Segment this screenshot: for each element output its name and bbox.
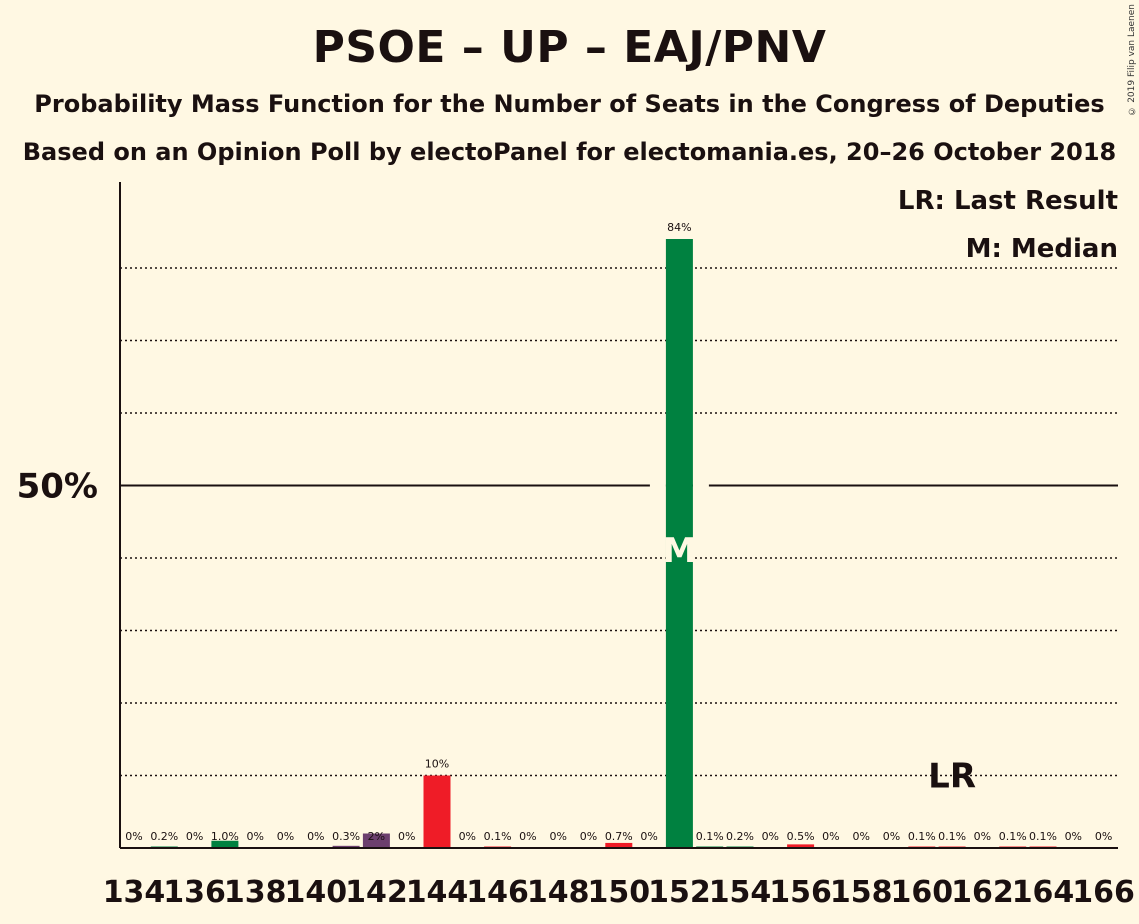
legend-median: M: Median <box>966 234 1118 264</box>
bar-value-label: 0.3% <box>332 830 360 843</box>
x-tick-label: 138 <box>224 875 287 910</box>
x-tick-label: 144 <box>406 875 469 910</box>
bar-142 <box>362 833 390 848</box>
bar-value-label: 0.5% <box>787 830 815 843</box>
majority-line-gap-right <box>692 482 709 489</box>
bar-value-label: 0% <box>974 830 991 843</box>
x-tick-label: 160 <box>890 875 953 910</box>
x-tick-label: 158 <box>830 875 893 910</box>
bar-value-label: 0% <box>580 830 597 843</box>
bar-value-label: 0% <box>1095 830 1112 843</box>
majority-line-gap-left <box>649 482 666 489</box>
bar-value-label: 0% <box>762 830 779 843</box>
bar-value-label: 2% <box>368 830 385 843</box>
bar-150 <box>605 842 633 848</box>
bar-value-label: 0.2% <box>150 830 178 843</box>
bar-value-label: 0% <box>459 830 476 843</box>
bar-value-label: 0% <box>852 830 869 843</box>
bar-137 <box>211 840 239 848</box>
bar-value-label: 0% <box>307 830 324 843</box>
x-tick-label: 154 <box>709 875 772 910</box>
bar-152 <box>665 239 693 848</box>
last-result-marker: LR <box>928 757 976 797</box>
legend-last-result: LR: Last Result <box>898 186 1118 216</box>
x-tick-label: 152 <box>648 875 711 910</box>
x-tick-label: 148 <box>527 875 590 910</box>
bar-value-label: 0.1% <box>484 830 512 843</box>
x-tick-label: 166 <box>1072 875 1135 910</box>
bar-value-label: 0% <box>186 830 203 843</box>
chart-title: PSOE – UP – EAJ/PNV <box>312 22 827 73</box>
bar-value-label: 0.1% <box>1029 830 1057 843</box>
bar-value-label: 0% <box>246 830 263 843</box>
bar-value-label: 84% <box>667 221 691 234</box>
bar-value-label: 0% <box>398 830 415 843</box>
bar-value-label: 0% <box>519 830 536 843</box>
bar-value-label: 0% <box>1065 830 1082 843</box>
bar-value-label: 0% <box>277 830 294 843</box>
bar-value-label: 0.2% <box>726 830 754 843</box>
x-tick-label: 134 <box>103 875 166 910</box>
bar-value-label: 0% <box>125 830 142 843</box>
y-tick-label: 50% <box>17 467 98 507</box>
bar-141 <box>332 845 360 848</box>
x-tick-label: 156 <box>769 875 832 910</box>
bar-value-label: 0% <box>549 830 566 843</box>
bar-value-label: 0% <box>640 830 657 843</box>
bar-value-label: 0.1% <box>938 830 966 843</box>
chart-source: Based on an Opinion Poll by electoPanel … <box>22 138 1117 166</box>
bar-value-label: 10% <box>425 758 449 771</box>
median-marker: M <box>662 531 696 571</box>
bar-value-label: 0.1% <box>696 830 724 843</box>
x-tick-label: 140 <box>284 875 347 910</box>
bar-value-label: 1.0% <box>211 830 239 843</box>
bar-value-label: 0.7% <box>605 830 633 843</box>
x-tick-label: 162 <box>951 875 1014 910</box>
bar-value-label: 0.1% <box>999 830 1027 843</box>
bar-value-label: 0% <box>883 830 900 843</box>
x-tick-label: 142 <box>345 875 408 910</box>
bar-144 <box>423 775 451 848</box>
x-tick-label: 146 <box>466 875 529 910</box>
bar-156 <box>787 844 815 848</box>
bar-value-label: 0% <box>822 830 839 843</box>
x-tick-label: 136 <box>163 875 226 910</box>
x-tick-label: 150 <box>587 875 650 910</box>
x-tick-label: 164 <box>1012 875 1075 910</box>
bar-value-label: 0.1% <box>908 830 936 843</box>
chart-subtitle: Probability Mass Function for the Number… <box>34 90 1105 118</box>
